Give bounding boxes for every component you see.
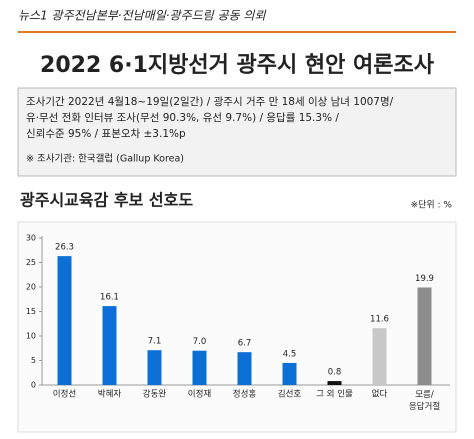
value-label: 16.1 — [100, 293, 119, 303]
title: 2022 6·1지방선거 광주시 현안 여론조사 — [40, 53, 435, 78]
y-tick-label: 30 — [26, 234, 36, 243]
x-tick-label: 이정재 — [188, 389, 211, 400]
header: 뉴스1 광주전남본부·전남매일·광주드림 공동 의뢰 — [18, 9, 266, 23]
survey-agency: ※ 조사기관: 한국갤럽 (Gallup Korea) — [26, 153, 184, 165]
x-tick-label: 김선호 — [278, 389, 302, 400]
x-tick-label: 이정선 — [53, 389, 76, 400]
bar — [417, 287, 432, 385]
bar — [327, 381, 342, 385]
y-tick-label: 10 — [26, 332, 36, 341]
value-label: 19.9 — [415, 274, 434, 284]
x-tick-label: 모름/응답거절 — [409, 390, 440, 412]
x-tick-label: 박혜자 — [98, 389, 122, 400]
value-label: 0.8 — [328, 368, 342, 378]
unit: ※단위 : % — [411, 200, 453, 211]
value-label: 11.6 — [370, 315, 389, 325]
bar — [237, 352, 252, 385]
value-label: 26.3 — [55, 243, 74, 253]
chart-title: 광주시교육감 후보 선호도 — [20, 191, 193, 210]
x-tick-label: 그 외 인물 — [316, 389, 353, 400]
chart-area — [17, 221, 457, 433]
x-tick-label: 없다 — [372, 390, 388, 400]
value-label: 7.1 — [148, 337, 162, 347]
y-tick-label: 0 — [31, 381, 36, 390]
survey-line: 유·무선 전화 인터뷰 조사(무선 90.3%, 유선 9.7%) / 응답률 … — [26, 112, 339, 124]
bar — [147, 350, 162, 385]
survey-box — [17, 87, 457, 177]
y-tick-label: 5 — [31, 356, 36, 365]
value-label: 7.0 — [193, 337, 207, 347]
y-tick-label: 20 — [26, 283, 36, 292]
survey-line: 조사기간 2022년 4월18~19일(2일간) / 광주시 거주 만 18세 … — [26, 95, 394, 108]
x-tick-label: 강동완 — [143, 389, 167, 400]
y-tick-label: 15 — [26, 307, 36, 316]
bar — [282, 362, 297, 385]
y-tick-label: 25 — [26, 258, 36, 267]
bar — [372, 328, 387, 385]
value-label: 6.7 — [238, 339, 252, 349]
value-label: 4.5 — [283, 349, 297, 359]
bar — [57, 256, 72, 385]
survey-line: 신뢰수준 95% / 표본오차 ±3.1%p — [26, 128, 186, 140]
bar — [102, 306, 117, 385]
x-tick-label: 정성홍 — [233, 389, 257, 400]
bar — [192, 350, 207, 385]
